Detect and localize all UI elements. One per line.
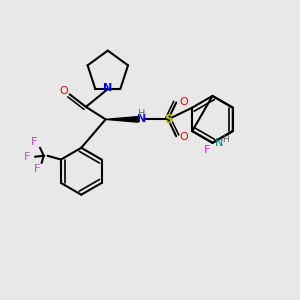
Text: H: H	[138, 110, 145, 119]
Text: F: F	[33, 164, 40, 174]
Text: H: H	[222, 135, 229, 144]
Text: F: F	[24, 152, 31, 162]
Text: N: N	[136, 114, 146, 124]
Text: O: O	[179, 97, 188, 107]
Text: N: N	[214, 138, 223, 148]
Text: O: O	[59, 85, 68, 96]
Text: O: O	[179, 132, 188, 142]
Polygon shape	[106, 117, 138, 122]
Text: S: S	[164, 113, 172, 126]
Text: F: F	[204, 145, 210, 155]
Text: N: N	[103, 82, 112, 92]
Text: F: F	[31, 137, 38, 147]
